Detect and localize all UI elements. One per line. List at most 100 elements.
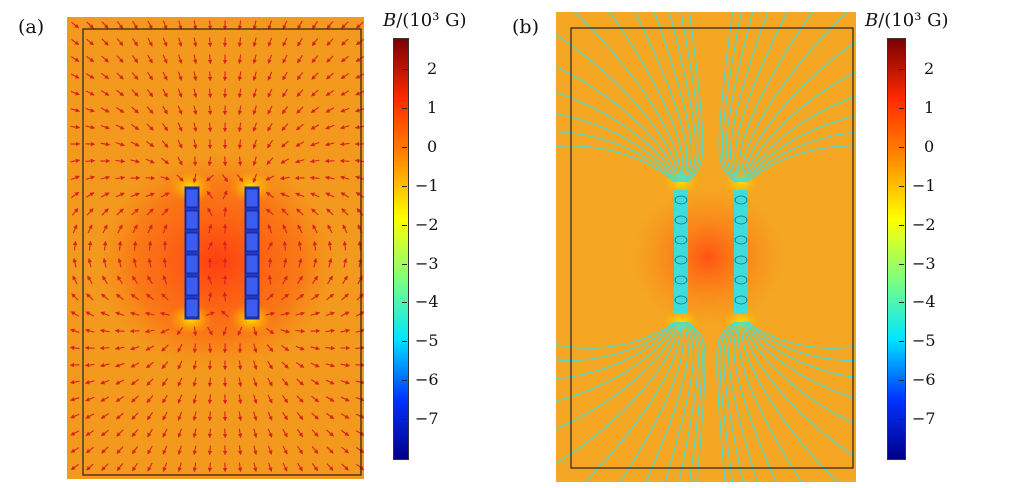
- panel-a-field-arrow: [267, 394, 273, 404]
- panel-b-streamline: [556, 113, 678, 183]
- panel-b-streamline: [725, 12, 754, 183]
- panel-a-field-arrow: [252, 156, 257, 167]
- panel-a-field-arrow: [267, 37, 273, 47]
- panel-a-field-arrow: [147, 37, 153, 47]
- panel-a-field-arrow: [192, 326, 198, 337]
- panel-a-field-arrow: [252, 122, 257, 132]
- colorbar-tick-label: −4: [415, 292, 439, 312]
- panel-a-field-arrow: [100, 293, 109, 301]
- panel-b-streamline: [740, 321, 839, 482]
- panel-a-field-arrow: [176, 327, 184, 336]
- panel-a-field-arrow: [115, 379, 125, 385]
- panel-a-field-arrow: [311, 463, 319, 472]
- panel-a-field-arrow: [295, 159, 305, 164]
- panel-a-field-arrow: [311, 429, 319, 437]
- colorbar-tickmark: [402, 419, 407, 421]
- panel-a-field-arrow: [311, 446, 319, 455]
- panel-a-field-arrow: [326, 429, 334, 437]
- panel-a-field-arrow: [162, 71, 168, 81]
- panel-a-field-arrow: [130, 293, 139, 301]
- panel-a-field-arrow: [208, 291, 213, 302]
- panel-a-field-arrow: [192, 360, 197, 371]
- panel-a-field-arrow: [237, 156, 243, 167]
- panel-a-field-arrow: [267, 257, 273, 268]
- panel-a-field-arrow: [116, 21, 124, 30]
- panel-a-field-arrow: [328, 257, 333, 268]
- panel-a-field-arrow: [267, 105, 273, 115]
- colorbar-tickmark: [899, 108, 904, 109]
- panel-a-field-arrow: [86, 463, 94, 471]
- panel-a-field-arrow: [85, 107, 95, 113]
- panel-a-field-arrow: [207, 54, 213, 65]
- panel-a-field-arrow: [192, 20, 198, 31]
- panel-a-field-arrow: [116, 446, 124, 454]
- panel-a-field-arrow: [70, 413, 80, 419]
- panel-b-boundary: [570, 27, 854, 469]
- panel-a-field-arrow: [147, 224, 153, 234]
- panel-a-field-arrow: [130, 192, 140, 198]
- panel-a-field-arrow: [282, 462, 288, 472]
- panel-a-field-arrow: [100, 413, 110, 419]
- panel-a-field-arrow: [340, 55, 349, 63]
- panel-a-magnet-segment: [185, 210, 199, 230]
- colorbar-a-title: B/(10³ G): [383, 10, 467, 31]
- panel-b-magnet-loop: [674, 255, 688, 265]
- panel-a-field-arrow: [177, 411, 183, 421]
- panel-a-field-arrow: [340, 396, 350, 402]
- panel-a-field-plot: [67, 17, 364, 479]
- panel-a-field-arrow: [87, 275, 93, 285]
- panel-b-streamline: [741, 321, 856, 459]
- panel-a-field-arrow: [145, 192, 155, 198]
- panel-b-magnet-loop: [734, 235, 748, 245]
- panel-a-field-arrow: [99, 328, 110, 334]
- panel-a-field-arrow: [355, 328, 364, 333]
- panel-a-field-arrow: [326, 412, 335, 420]
- panel-a-field-arrow: [131, 446, 139, 455]
- colorbar-tickmark: [899, 380, 904, 382]
- panel-b-streamline: [738, 12, 814, 183]
- panel-a-field-arrow: [280, 329, 291, 334]
- panel-a-field-arrow: [355, 446, 364, 454]
- panel-b-streamline: [664, 321, 695, 482]
- panel-a-field-arrow: [325, 311, 335, 317]
- panel-b-streamline: [729, 12, 769, 183]
- panel-a-field-arrow: [325, 89, 334, 97]
- panel-a-field-arrow: [129, 311, 140, 316]
- panel-b-streamline: [740, 12, 849, 183]
- panel-a-field-arrow: [310, 192, 320, 198]
- panel-b-streamline: [634, 12, 688, 183]
- panel-a-field-arrow: [132, 240, 138, 251]
- panel-a-field-arrow: [130, 159, 141, 164]
- panel-a-field-arrow: [207, 377, 213, 388]
- panel-a-field-arrow: [253, 360, 258, 370]
- panel-a-field-arrow: [237, 105, 243, 116]
- panel-a-field-arrow: [101, 21, 109, 29]
- panel-a-field-arrow: [310, 124, 320, 130]
- colorbar-tick-label: −7: [912, 409, 936, 429]
- panel-b-streamline: [746, 321, 856, 362]
- panel-a-field-arrow: [253, 377, 258, 387]
- panel-a-field-arrow: [161, 140, 169, 148]
- panel-a-field-arrow: [207, 411, 213, 422]
- panel-a-field-arrow: [311, 72, 319, 80]
- panel-a-field-arrow: [326, 21, 334, 30]
- colorbar-b-unit: /(10³ G): [878, 10, 949, 31]
- panel-a-magnet-segment: [185, 254, 199, 274]
- panel-a-field-arrow: [177, 343, 183, 353]
- panel-a-field-arrow: [147, 20, 153, 30]
- panel-a-field-arrow: [102, 240, 108, 251]
- panel-a-field-arrow: [162, 428, 168, 438]
- panel-a-field-arrow: [325, 124, 335, 130]
- panel-a-field-arrow: [252, 105, 257, 115]
- panel-a-field-arrow: [146, 412, 154, 421]
- panel-a-field-arrow: [84, 380, 95, 385]
- colorbar-tick-label: 2: [924, 59, 935, 79]
- panel-a-field-arrow: [207, 207, 213, 217]
- panel-a-field-arrow: [340, 73, 350, 79]
- panel-a-field-arrow: [267, 224, 273, 234]
- panel-a-field-arrow: [162, 394, 168, 404]
- panel-a-field-arrow: [192, 462, 198, 473]
- panel-a-field-arrow: [206, 174, 214, 182]
- panel-b-streamline: [687, 12, 704, 183]
- panel-a-field-arrow: [340, 413, 350, 419]
